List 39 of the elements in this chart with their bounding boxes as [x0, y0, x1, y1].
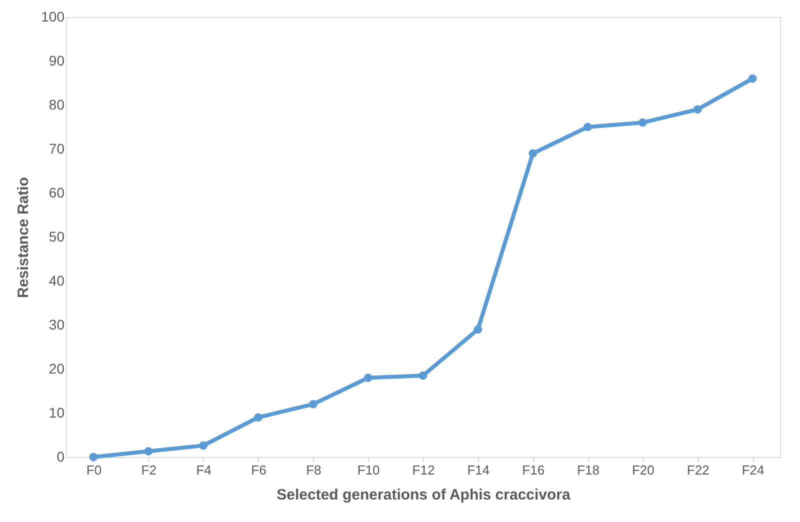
y-tick-label: 10: [48, 404, 65, 420]
x-tick-label: F6: [251, 462, 266, 478]
x-tick-label: F16: [522, 462, 545, 478]
point: [693, 105, 702, 114]
point: [584, 122, 592, 132]
point: [364, 374, 372, 382]
x-tick-label: F22: [686, 462, 710, 478]
point: [474, 325, 482, 334]
point: [308, 400, 318, 408]
y-tick-label: 90: [48, 52, 65, 68]
y-tick-label: 70: [48, 140, 65, 156]
x-tick-label: F14: [467, 462, 490, 478]
point: [638, 118, 647, 127]
x-tick-label: F24: [742, 462, 764, 478]
point: [254, 413, 262, 422]
y-tick-label: 80: [48, 96, 65, 112]
y-tick-label: 0: [56, 448, 65, 464]
y-tick-label: 60: [48, 184, 65, 200]
x-tick-label: F18: [577, 462, 600, 478]
x-axis-title: Selected generations of Aphis craccivora: [276, 486, 572, 504]
point: [748, 74, 757, 83]
point: [528, 149, 538, 158]
x-tick-label: F2: [141, 462, 156, 478]
x-tick-label: F0: [86, 462, 102, 478]
y-tick-label: 30: [48, 316, 65, 332]
y-tick-label: 100: [41, 8, 65, 24]
point: [418, 371, 428, 380]
y-tick-label: 20: [48, 360, 65, 376]
y-tick-label: 40: [48, 272, 65, 288]
y-tick-label: 50: [48, 228, 65, 244]
point: [89, 452, 98, 462]
point: [199, 441, 208, 450]
x-tick-label: F4: [196, 462, 212, 478]
x-tick-label: F8: [306, 462, 322, 478]
point: [144, 447, 153, 456]
x-tick-label: F20: [632, 462, 654, 478]
x-tick-label: F12: [412, 462, 435, 478]
x-tick-label: F10: [357, 462, 380, 478]
y-axis-title: Resistance Ratio: [15, 177, 32, 298]
